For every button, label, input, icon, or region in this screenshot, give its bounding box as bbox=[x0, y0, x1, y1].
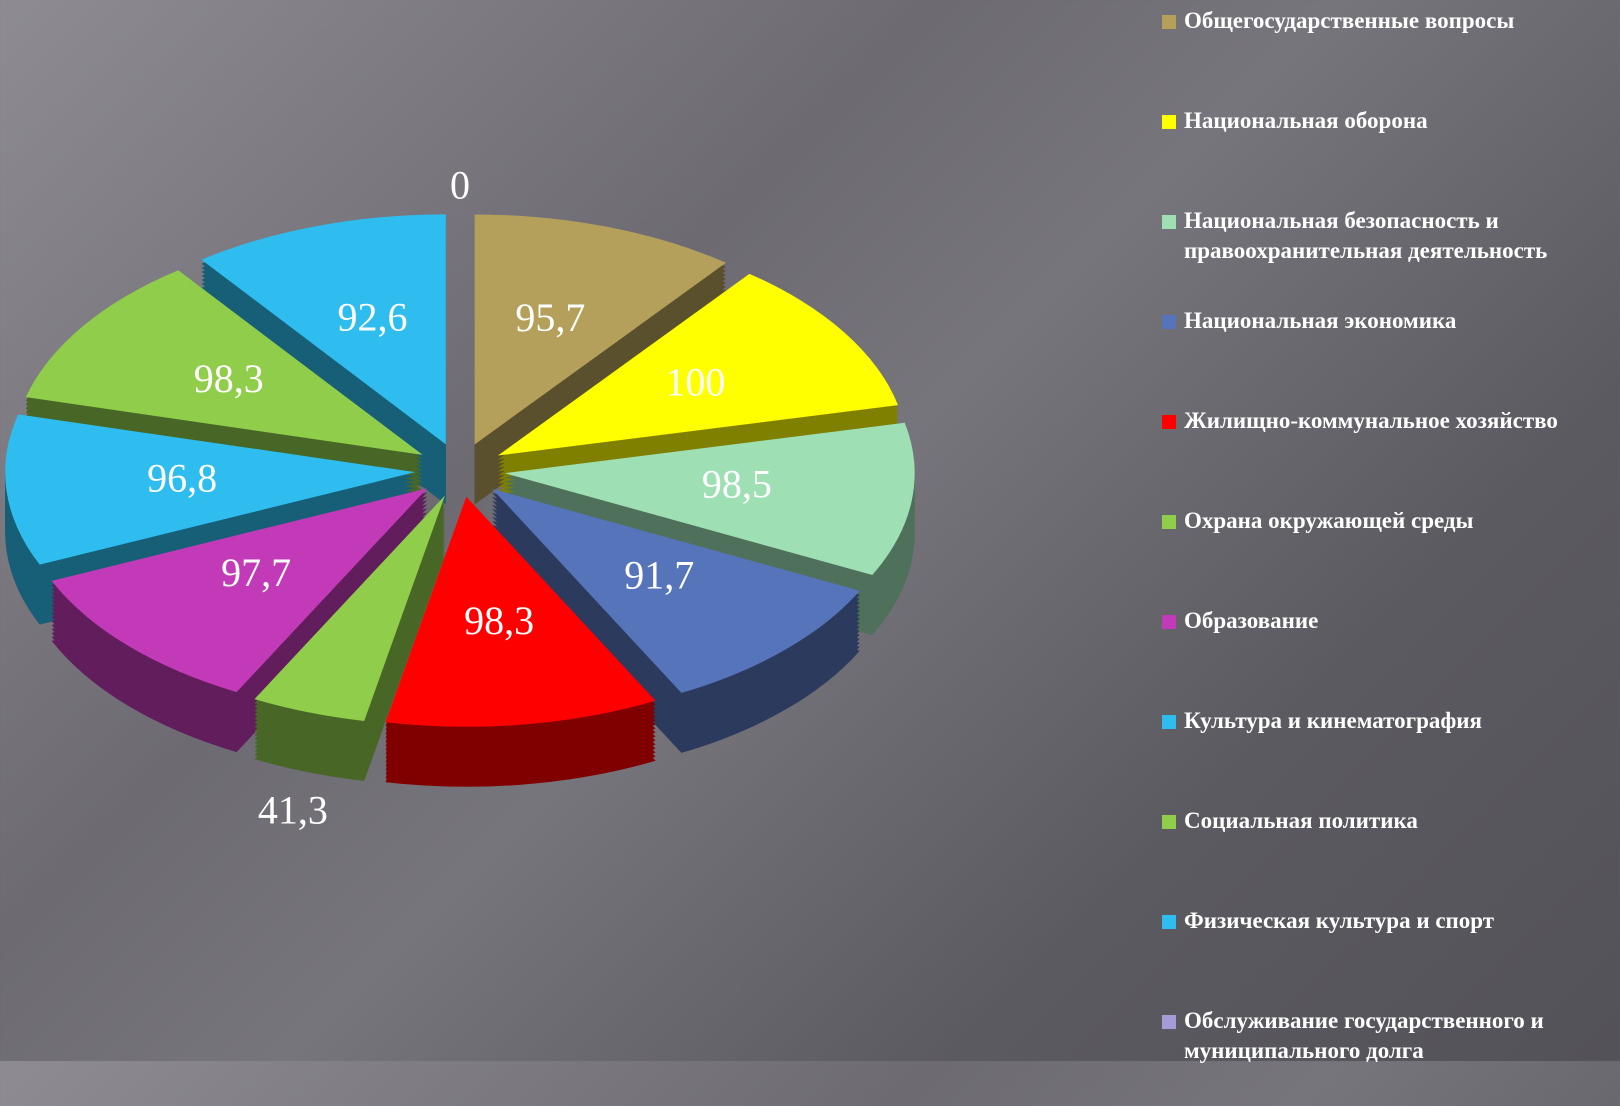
data-label: 41,3 bbox=[258, 788, 328, 833]
legend-item: Национальная экономика bbox=[1160, 306, 1620, 406]
slice bbox=[25, 270, 423, 455]
legend-item: Общегосударственные вопросы bbox=[1160, 6, 1620, 106]
data-label: 92,6 bbox=[337, 295, 407, 340]
chart: 95,7 100 98,5 91,7 98,3 41,3 97,7 96,8 98,3 92,6 0… bbox=[5, 15, 1176, 1029]
legend-item: Физическая культура и спорт bbox=[1160, 906, 1620, 1006]
legend-swatch bbox=[1162, 915, 1176, 929]
slice bbox=[385, 496, 656, 727]
legend-swatch bbox=[1162, 15, 1176, 29]
legend-label: Социальная политика bbox=[1184, 808, 1418, 833]
legend-item: Жилищно-коммунальное хозяйство bbox=[1160, 406, 1620, 506]
legend-label: Жилищно-коммунальное хозяйство bbox=[1184, 408, 1558, 433]
slice bbox=[201, 214, 446, 445]
data-label: 95,7 bbox=[515, 295, 585, 340]
legend-item: Культура и кинематография bbox=[1160, 706, 1620, 806]
slice bbox=[254, 495, 445, 721]
legend-label: Национальная оборона bbox=[1184, 108, 1428, 133]
legend-label: Физическая культура и спорт bbox=[1184, 908, 1495, 933]
legend-item: Обслуживание государственного и муниципа… bbox=[1160, 1006, 1620, 1106]
slice bbox=[492, 488, 860, 693]
legend-label: Охрана окружающей среды bbox=[1184, 508, 1474, 533]
legend-label: Образование bbox=[1184, 608, 1319, 633]
legend-label: Общегосударственные вопросы bbox=[1184, 8, 1515, 33]
data-label: 98,5 bbox=[702, 462, 772, 507]
legend-swatch bbox=[1162, 315, 1176, 329]
legend-item: Образование bbox=[1160, 606, 1620, 706]
legend-label: Национальная безопасность и правоохранит… bbox=[1184, 208, 1548, 263]
data-label: 0 bbox=[450, 163, 470, 208]
legend-item: Национальная оборона bbox=[1160, 106, 1620, 206]
legend-swatch bbox=[1162, 815, 1176, 829]
legend-swatch bbox=[1162, 715, 1176, 729]
legend-swatch bbox=[1162, 115, 1176, 129]
legend-label: Обслуживание государственного и муниципа… bbox=[1184, 1008, 1544, 1063]
data-label: 91,7 bbox=[624, 553, 694, 598]
legend-label: Культура и кинематография bbox=[1184, 708, 1482, 733]
legend-swatch bbox=[1162, 515, 1176, 529]
legend-item: Охрана окружающей среды bbox=[1160, 506, 1620, 606]
data-label: 97,7 bbox=[221, 550, 291, 595]
pie-area: 95,7 100 98,5 91,7 98,3 41,3 97,7 96,8 98,3 92,6 0 bbox=[5, 163, 915, 833]
slice bbox=[497, 273, 899, 456]
legend-swatch bbox=[1162, 415, 1176, 429]
legend-swatch bbox=[1162, 1015, 1176, 1029]
legend-item: Социальная политика bbox=[1160, 806, 1620, 906]
slice bbox=[474, 214, 727, 445]
slice bbox=[51, 488, 428, 693]
data-label: 100 bbox=[665, 359, 725, 404]
legend-label: Национальная экономика bbox=[1184, 308, 1457, 333]
slice bbox=[5, 414, 416, 565]
data-label: 96,8 bbox=[147, 456, 217, 501]
legend-item: Национальная безопасность и правоохранит… bbox=[1160, 206, 1620, 306]
legend-swatch bbox=[1162, 215, 1176, 229]
legend: Общегосударственные вопросы Национальная … bbox=[1160, 6, 1620, 1106]
legend-swatch bbox=[1162, 615, 1176, 629]
data-label: 98,3 bbox=[464, 598, 534, 643]
data-label: 98,3 bbox=[194, 356, 264, 401]
slice bbox=[504, 422, 915, 576]
